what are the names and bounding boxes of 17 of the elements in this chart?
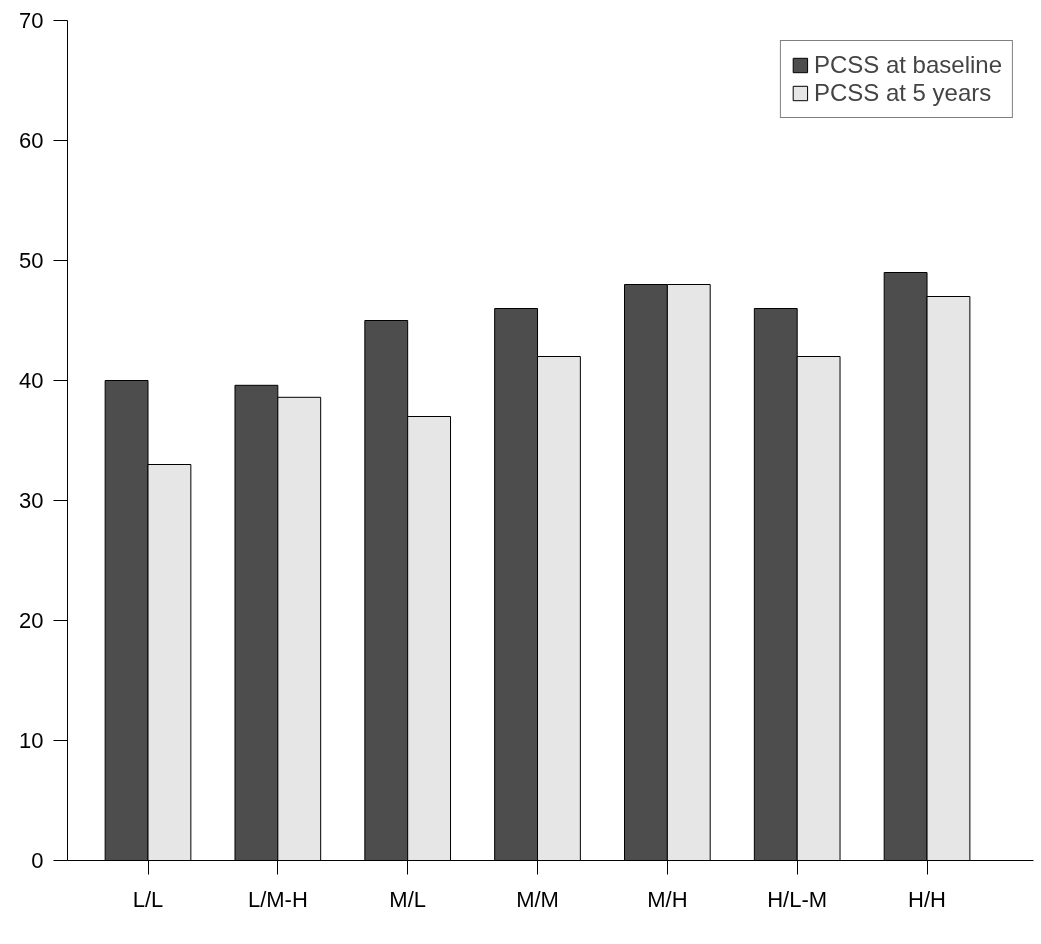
x-tick-label: H/H (908, 886, 946, 912)
y-tick-label: 10 (19, 728, 44, 753)
y-tick-label: 0 (31, 848, 44, 873)
x-tick-label: M/L (389, 886, 427, 912)
y-tick-label: 20 (19, 608, 44, 633)
y-tick-label: 50 (19, 248, 44, 273)
x-tick-label: L/M-H (247, 886, 308, 912)
legend-label: PCSS at 5 years (813, 79, 992, 107)
y-tick-label: 60 (19, 128, 44, 153)
x-tick-label: L/L (132, 886, 164, 912)
y-tick-label: 40 (19, 368, 44, 393)
x-tick-label: M/H (647, 886, 688, 912)
x-tick-label: H/L-M (767, 886, 828, 912)
legend-label: PCSS at baseline (813, 51, 1002, 79)
y-tick-label: 30 (19, 488, 44, 513)
x-tick-label: M/M (516, 886, 559, 912)
y-tick-label: 70 (19, 8, 44, 33)
